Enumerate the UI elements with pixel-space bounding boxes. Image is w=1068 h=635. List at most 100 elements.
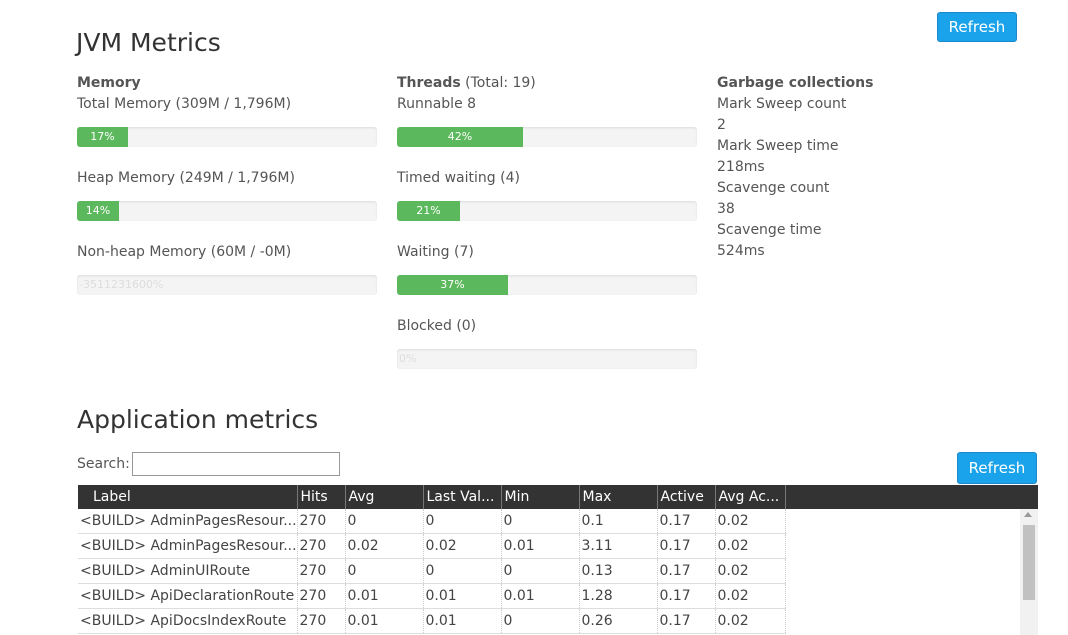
gc-line: 38 [717,201,735,217]
table-cell: 0.01 [501,583,580,609]
column-header[interactable]: Avg [345,485,424,509]
item-label: Blocked (0) [397,318,477,334]
threads-heading: Threads [397,75,461,91]
column-header[interactable]: Hits [297,485,346,509]
progress-label: 21% [416,204,441,217]
table-cell: 0.01 [501,533,580,559]
table-row: <BUILD> AdminPagesResour... 270 0.02 0.02 0.… [78,533,786,559]
gc-line: 524ms [717,243,765,259]
table-cell: 270 [297,558,346,584]
table-cell: 0 [345,558,424,584]
section-title: Application metrics [77,405,319,434]
gc-line: Mark Sweep time [717,138,839,154]
table-row: <BUILD> AdminUIRoute 270 0 0 0 0.13 0.17 0.02 [78,558,786,584]
metrics-table: Label Hits Avg Last Val... Min Max Active Avg A… [78,485,786,634]
table-cell: <BUILD> ApiDeclarationRoute [78,583,298,609]
progress-bar: 14% [77,201,377,221]
table-cell: 0 [345,509,424,534]
progress-bar: 21% [397,201,697,221]
table-cell: <BUILD> AdminPagesResour... [78,533,298,559]
header-row: Label Hits Avg Last Val... Min Max Active Avg A… [78,485,786,509]
table-cell: 0.17 [657,583,716,609]
scrollbar[interactable] [1020,509,1038,635]
scroll-thumb[interactable] [1023,525,1035,600]
gc-line: 2 [717,117,726,133]
progress-label: -3511231600% [79,278,164,291]
item-label: Heap Memory (249M / 1,796M) [77,170,295,186]
gc-line: Scavenge count [717,180,830,196]
progress-label: 14% [85,204,111,217]
page-title: JVM Metrics [76,28,221,57]
table-cell: 0.02 [345,533,424,559]
gc-line: Scavenge time [717,222,822,238]
memory-heading: Memory [77,75,141,91]
table-cell: 270 [297,533,346,559]
progress-label: 0% [399,352,417,365]
column-header[interactable]: Active [657,485,716,509]
progress-label: 42% [447,130,473,143]
progress-fill [77,127,128,147]
table-cell: 270 [297,583,346,609]
table-cell: 0 [501,509,580,534]
table-cell: 0.01 [423,608,502,634]
progress-fill [397,127,523,147]
table-cell: <BUILD> ApiDocsIndexRoute [78,608,298,634]
progress-label: 17% [90,130,115,143]
search-input[interactable] [132,452,340,476]
item-label: Runnable 8 [397,96,477,112]
gc-heading: Garbage collections [717,75,874,91]
table-cell: 0.17 [657,533,716,559]
column-header[interactable]: Min [501,485,580,509]
progress-bar: 37% [397,275,697,295]
progress-bar: 42% [397,127,697,147]
refresh-button[interactable]: Refresh [937,12,1017,42]
table-cell: 0 [423,558,502,584]
table-body: <BUILD> AdminPagesResour... 270 0 0 0 0.1 0.17… [78,509,786,634]
refresh-button[interactable]: Refresh [957,452,1037,484]
table-cell: 270 [297,608,346,634]
table-cell: <BUILD> AdminPagesResour... [78,509,298,534]
table-cell: 0.02 [715,533,786,559]
table-cell: 3.11 [579,533,658,559]
table-row: <BUILD> AdminPagesResour... 270 0 0 0 0.1 0.17… [78,509,786,534]
table-container: Label Hits Avg Last Val... Min Max Active Avg A… [78,485,1038,635]
column-header[interactable]: Avg Ac... [715,485,786,509]
progress-bar: 0% [397,349,697,369]
search-label: Search: [77,456,130,472]
table-cell: 0.17 [657,608,716,634]
progress-bar: 17% [77,127,377,147]
column-header[interactable]: Last Val... [423,485,502,509]
progress-fill [77,201,119,221]
progress-fill [397,201,460,221]
table-cell: 0.01 [345,608,424,634]
table-cell: 0.26 [579,608,658,634]
table-cell: 0.02 [715,558,786,584]
table-cell: <BUILD> AdminUIRoute [78,558,298,584]
progress-fill [397,275,508,295]
item-label: Waiting (7) [397,244,474,260]
column-header[interactable]: Max [579,485,658,509]
scroll-up[interactable] [1024,512,1032,517]
table-cell: 0.13 [579,558,658,584]
table-cell: 0 [423,509,502,534]
table-cell: 0.17 [657,558,716,584]
table-cell: 0.02 [715,583,786,609]
gc-line: 218ms [717,159,765,175]
table-cell: 0.1 [579,509,658,534]
table-cell: 1.28 [579,583,658,609]
gc-line: Mark Sweep count [717,96,847,112]
table-cell: 0.17 [657,509,716,534]
table-cell: 0.01 [345,583,424,609]
item-label: Timed waiting (4) [397,170,520,186]
threads-total: (Total: 19) [465,75,536,91]
table-cell: 0.02 [715,608,786,634]
table-cell: 0.02 [715,509,786,534]
progress-label: 37% [440,278,465,291]
table-cell: 270 [297,509,346,534]
table-row: <BUILD> ApiDocsIndexRoute 270 0.01 0.01 0 0.2… [78,608,786,634]
table-cell: 0.01 [423,583,502,609]
column-header[interactable]: Label [78,485,298,509]
threads-heading-row: Threads (Total: 19) [397,75,536,91]
item-label: Total Memory (309M / 1,796M) [77,96,292,112]
